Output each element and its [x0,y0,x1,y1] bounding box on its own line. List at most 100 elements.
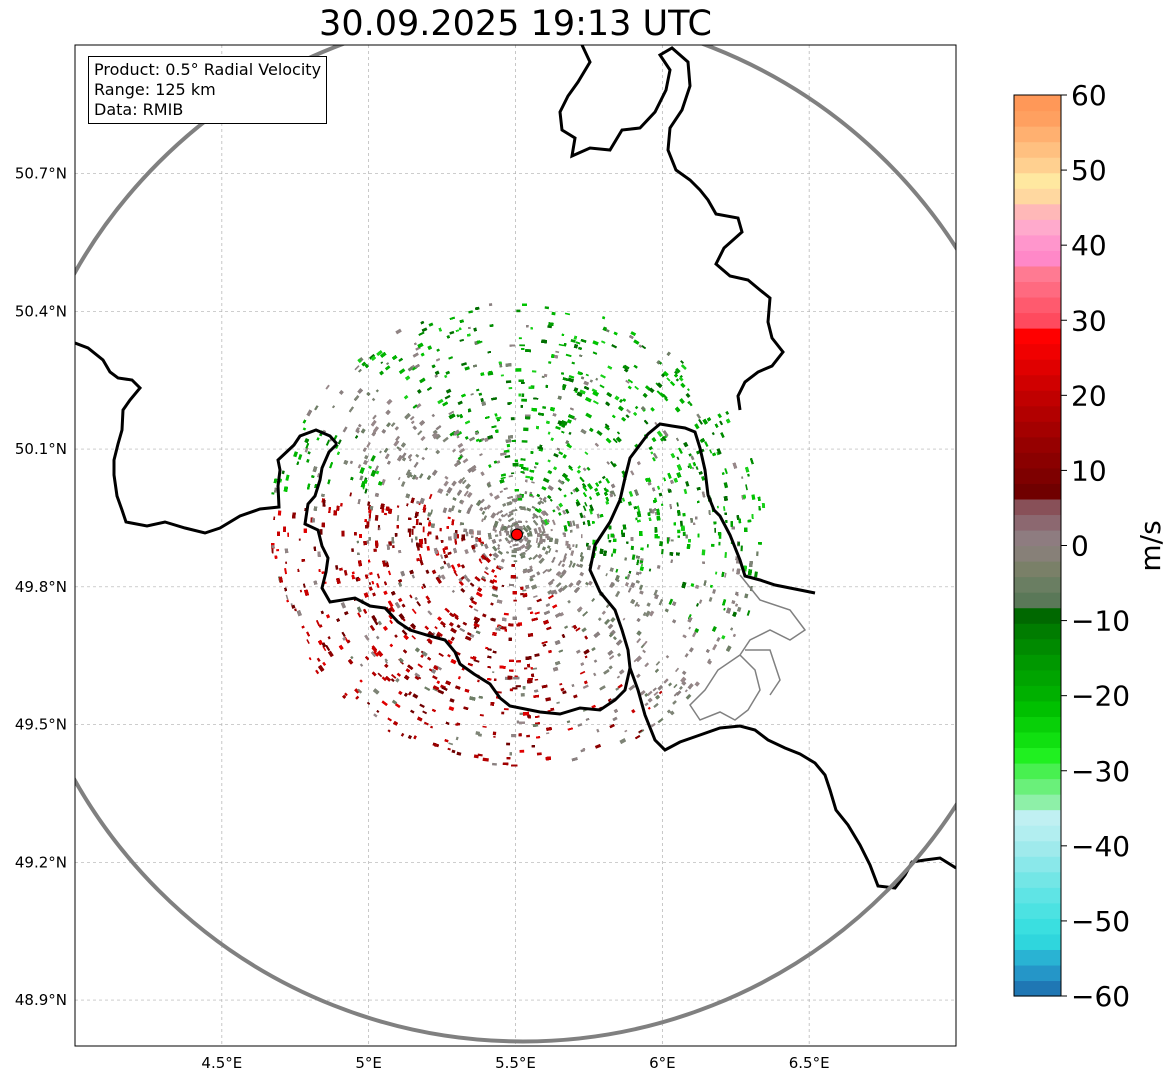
velocity-echo-pixel [741,476,744,479]
velocity-echo-pixel [646,477,652,483]
velocity-echo-pixel [503,449,510,454]
velocity-echo-pixel [682,531,686,536]
velocity-echo-pixel [636,638,642,644]
velocity-echo-pixel [456,414,460,418]
velocity-echo-pixel [544,550,549,555]
velocity-echo-pixel [470,393,474,396]
velocity-echo-pixel [548,548,552,553]
velocity-echo-pixel [716,448,722,455]
velocity-echo-pixel [515,368,522,372]
velocity-echo-pixel [444,374,448,379]
velocity-echo-pixel [611,490,617,497]
velocity-echo-pixel [747,473,750,477]
velocity-echo-pixel [464,435,469,440]
velocity-echo-pixel [665,654,670,659]
velocity-echo-pixel [377,672,383,678]
velocity-echo-pixel [384,365,391,371]
velocity-echo-pixel [479,713,484,717]
velocity-echo-pixel [607,534,610,540]
velocity-echo-pixel [604,618,611,626]
velocity-echo-pixel [322,645,327,652]
velocity-echo-pixel [390,673,397,679]
velocity-echo-pixel [403,394,409,400]
velocity-echo-pixel [483,570,489,576]
velocity-echo-pixel [349,460,354,465]
velocity-echo-pixel [417,663,423,669]
velocity-echo-pixel [604,425,611,431]
velocity-echo-pixel [476,388,480,392]
velocity-echo-pixel [369,571,373,576]
velocity-echo-pixel [379,450,382,454]
velocity-echo-pixel [612,548,617,554]
velocity-echo-pixel [409,415,415,421]
velocity-echo-pixel [658,690,663,695]
velocity-echo-pixel [616,652,622,657]
velocity-echo-pixel [302,583,306,588]
velocity-echo-pixel [473,754,479,759]
velocity-echo-pixel [448,621,454,627]
velocity-echo-pixel [335,564,339,570]
velocity-echo-pixel [502,512,509,518]
velocity-echo-pixel [460,587,466,593]
velocity-echo-pixel [422,710,428,715]
velocity-echo-pixel [627,385,632,390]
velocity-echo-pixel [577,723,583,727]
velocity-echo-pixel [432,433,440,440]
velocity-echo-pixel [691,466,695,470]
velocity-echo-pixel [682,512,686,517]
velocity-echo-pixel [311,518,316,523]
velocity-echo-pixel [477,679,480,683]
velocity-echo-pixel [642,611,647,617]
velocity-echo-pixel [459,499,465,505]
velocity-echo-pixel [560,687,565,692]
velocity-echo-pixel [271,492,275,495]
velocity-echo-pixel [373,548,377,552]
velocity-echo-pixel [646,602,651,607]
velocity-echo-pixel [490,617,495,621]
velocity-echo-pixel [395,435,401,442]
velocity-echo-pixel [723,506,726,512]
velocity-echo-pixel [377,620,383,626]
velocity-echo-pixel [368,465,372,470]
velocity-echo-pixel [367,501,371,506]
velocity-echo-pixel [711,432,715,436]
velocity-echo-pixel [630,331,637,337]
velocity-echo-pixel [492,762,497,766]
velocity-echo-pixel [448,706,455,712]
velocity-echo-pixel [543,373,548,378]
velocity-echo-pixel [515,685,521,688]
velocity-echo-pixel [696,413,702,420]
velocity-echo-pixel [509,523,515,529]
velocity-echo-pixel [474,538,479,543]
velocity-echo-pixel [457,455,463,461]
velocity-echo-pixel [627,501,632,506]
velocity-echo-pixel [381,676,387,682]
velocity-echo-pixel [556,571,562,577]
velocity-echo-pixel [499,490,504,494]
velocity-echo-pixel [411,635,417,640]
velocity-echo-pixel [639,566,644,572]
velocity-echo-pixel [547,431,551,435]
velocity-echo-pixel [529,574,536,579]
velocity-echo-pixel [605,573,608,577]
velocity-echo-pixel [434,433,442,440]
velocity-echo-pixel [466,491,473,499]
velocity-echo-pixel [306,639,310,644]
velocity-echo-pixel [370,455,376,462]
velocity-echo-pixel [462,458,469,464]
velocity-echo-pixel [451,589,455,593]
velocity-echo-pixel [688,647,694,653]
velocity-echo-pixel [343,569,348,576]
velocity-echo-pixel [745,484,748,491]
velocity-echo-pixel [426,599,432,604]
velocity-echo-pixel [673,683,678,689]
velocity-echo-pixel [516,309,521,313]
velocity-echo-pixel [414,675,420,681]
velocity-echo-pixel [550,528,553,532]
velocity-echo-pixel [513,560,518,562]
velocity-echo-pixel [533,595,538,598]
velocity-echo-pixel [676,502,679,507]
velocity-echo-pixel [387,570,392,576]
velocity-echo-pixel [369,624,376,632]
velocity-echo-pixel [431,569,437,575]
